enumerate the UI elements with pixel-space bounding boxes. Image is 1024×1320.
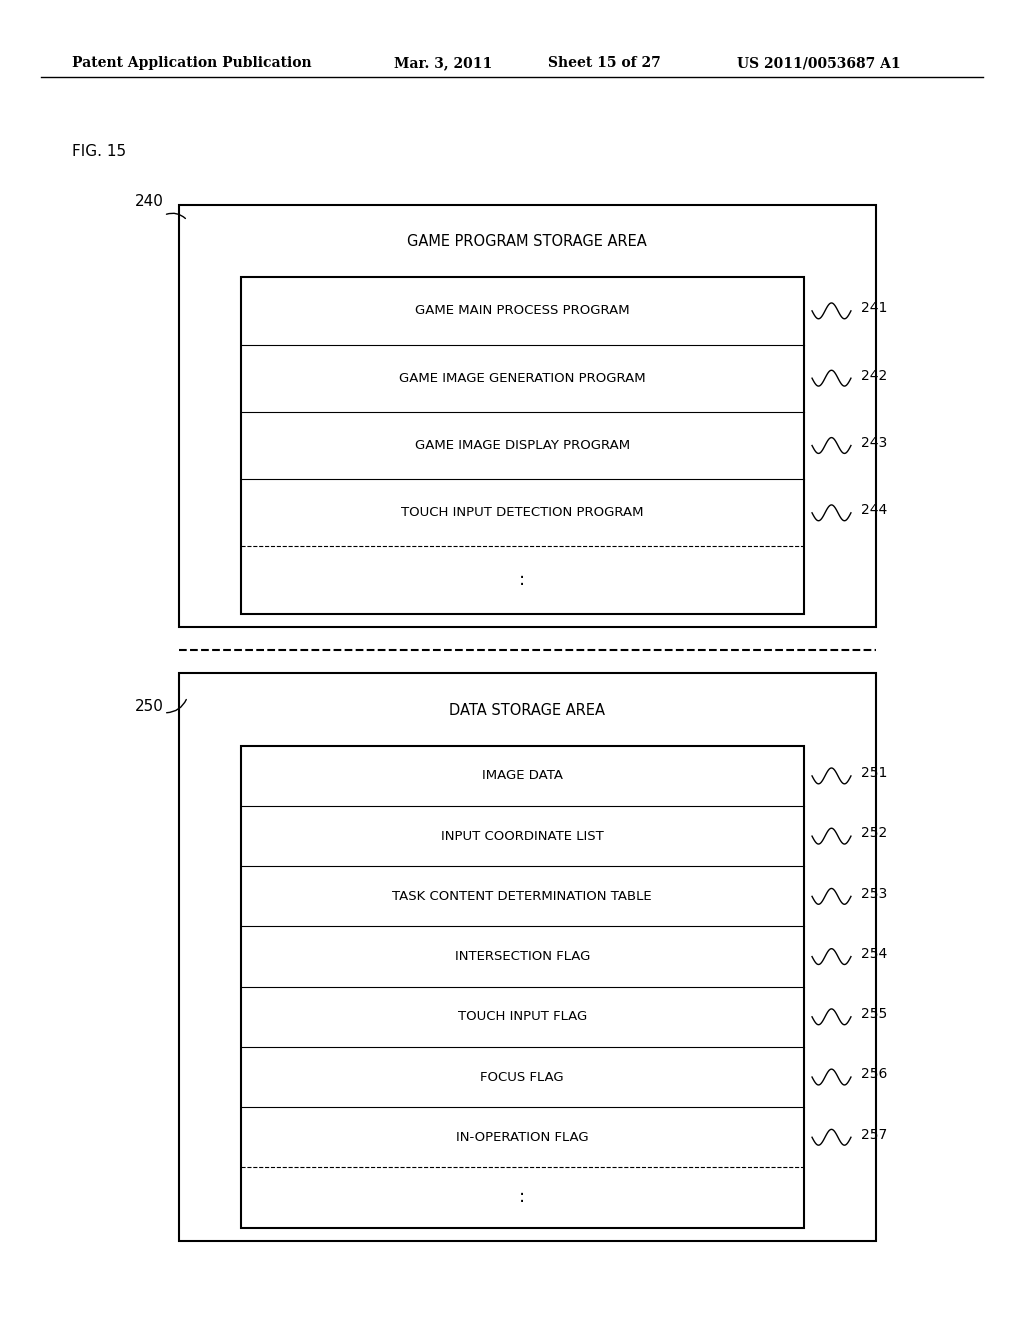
Text: Patent Application Publication: Patent Application Publication: [72, 57, 311, 70]
Text: 254: 254: [861, 946, 888, 961]
Text: 257: 257: [861, 1127, 888, 1142]
Text: 252: 252: [861, 826, 888, 841]
Text: IN-OPERATION FLAG: IN-OPERATION FLAG: [456, 1131, 589, 1143]
Text: 242: 242: [861, 368, 888, 383]
Text: GAME IMAGE DISPLAY PROGRAM: GAME IMAGE DISPLAY PROGRAM: [415, 440, 630, 451]
Text: TOUCH INPUT FLAG: TOUCH INPUT FLAG: [458, 1010, 587, 1023]
Text: IMAGE DATA: IMAGE DATA: [481, 770, 563, 783]
Text: FOCUS FLAG: FOCUS FLAG: [480, 1071, 564, 1084]
Text: FIG. 15: FIG. 15: [72, 144, 126, 160]
Text: 255: 255: [861, 1007, 888, 1022]
Text: INTERSECTION FLAG: INTERSECTION FLAG: [455, 950, 590, 964]
Text: 241: 241: [861, 301, 888, 315]
Text: DATA STORAGE AREA: DATA STORAGE AREA: [450, 702, 605, 718]
Text: US 2011/0053687 A1: US 2011/0053687 A1: [737, 57, 901, 70]
Text: GAME IMAGE GENERATION PROGRAM: GAME IMAGE GENERATION PROGRAM: [399, 372, 645, 384]
Text: TOUCH INPUT DETECTION PROGRAM: TOUCH INPUT DETECTION PROGRAM: [401, 507, 643, 519]
Text: Sheet 15 of 27: Sheet 15 of 27: [548, 57, 660, 70]
Text: TASK CONTENT DETERMINATION TABLE: TASK CONTENT DETERMINATION TABLE: [392, 890, 652, 903]
Text: GAME MAIN PROCESS PROGRAM: GAME MAIN PROCESS PROGRAM: [415, 305, 630, 317]
Text: 251: 251: [861, 767, 888, 780]
Text: INPUT COORDINATE LIST: INPUT COORDINATE LIST: [441, 830, 603, 842]
Text: 253: 253: [861, 887, 888, 900]
Text: :: :: [519, 572, 525, 589]
Text: 240: 240: [135, 194, 164, 209]
Text: 244: 244: [861, 503, 888, 517]
Text: :: :: [519, 1188, 525, 1206]
Text: Mar. 3, 2011: Mar. 3, 2011: [394, 57, 493, 70]
Text: 250: 250: [135, 698, 164, 714]
Text: 243: 243: [861, 436, 888, 450]
Text: GAME PROGRAM STORAGE AREA: GAME PROGRAM STORAGE AREA: [408, 234, 647, 249]
Text: 256: 256: [861, 1068, 888, 1081]
